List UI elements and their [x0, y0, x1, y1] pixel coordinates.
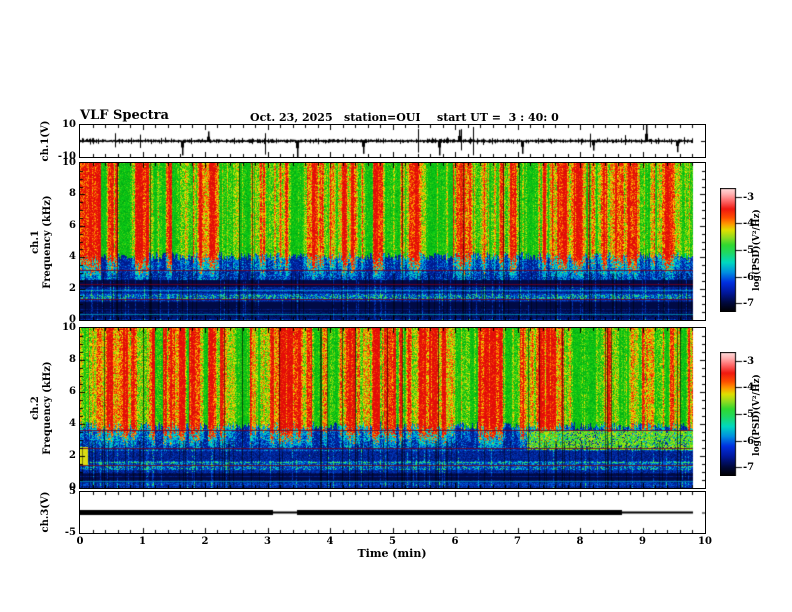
ch2-spec-tick-label: 2 — [69, 450, 76, 461]
colorbar-tick-label: -5 — [743, 408, 755, 420]
time-axis-title: Time (min) — [357, 547, 427, 560]
ch2-spec-tick-label: 10 — [62, 322, 76, 333]
ch1-wave-axis-title: ch.1(V) — [40, 120, 51, 162]
ch3-axis-title: ch.3(V) — [40, 491, 51, 533]
ch2-spec-axis-title: ch.2 Frequency (kHz) — [30, 348, 54, 468]
colorbar-tick-label: -7 — [743, 461, 755, 473]
ch3-level-plot — [79, 491, 706, 534]
ch1-spec-axis-title-line1: ch.1 — [30, 230, 41, 254]
header-date: Oct. 23, 2025 — [250, 111, 333, 124]
colorbar-tick-label: -6 — [743, 435, 755, 447]
colorbar-tick-label: -3 — [743, 191, 755, 203]
time-tick-label: 0 — [76, 536, 84, 547]
header-station: station=OUI — [344, 111, 421, 124]
header-start-ut: start UT = 3 : 40: 0 — [437, 111, 559, 124]
ch1-colorbar — [720, 188, 744, 312]
ch1-spec-tick-label: 8 — [69, 188, 76, 200]
colorbar-tick-label: -7 — [743, 297, 755, 309]
ch3-tick-label: 5 — [69, 486, 76, 497]
ch2-spec-tick-label: 6 — [69, 386, 76, 397]
ch2-colorbar — [720, 352, 744, 476]
ch2-spec-axis-title-line1: ch.2 — [30, 396, 41, 420]
ch2-spec-tick-label: 0 — [69, 482, 76, 493]
time-tick-label: 9 — [639, 536, 646, 547]
time-tick-label: 3 — [264, 536, 271, 547]
ch1-spectrogram-plot — [79, 162, 706, 321]
ch2-spectrogram-plot — [79, 327, 706, 489]
ch2-spec-tick-label: 8 — [69, 354, 76, 365]
colorbar-tick-label: -5 — [743, 244, 755, 256]
ch1-wave-tick-label: -10 — [57, 151, 76, 162]
page-title: VLF Spectra — [80, 108, 169, 123]
colorbar-tick-label: -3 — [743, 355, 755, 367]
ch1-spec-tick-label: 4 — [69, 251, 76, 263]
ch1-spec-tick-label: 2 — [69, 282, 76, 294]
ch2-spec-tick-label: 4 — [69, 418, 76, 429]
time-tick-label: 8 — [576, 536, 584, 547]
ch1-spec-tick-label: 0 — [69, 314, 76, 325]
colorbar-tick-label: -4 — [743, 381, 755, 393]
time-tick-label: 2 — [201, 536, 209, 547]
time-tick-label: 4 — [326, 536, 334, 547]
ch1-wave-tick-label: 10 — [62, 119, 76, 130]
ch3-tick-label: -5 — [64, 527, 76, 538]
ch1-spec-tick-label: 10 — [62, 157, 76, 168]
time-tick-label: 1 — [139, 536, 146, 547]
ch1-waveform-plot — [79, 124, 706, 158]
time-tick-label: 10 — [698, 536, 712, 547]
ch1-spec-tick-label: 6 — [69, 219, 76, 231]
time-tick-label: 6 — [451, 536, 459, 547]
colorbar-tick-label: -4 — [743, 217, 755, 229]
time-tick-label: 5 — [389, 536, 396, 547]
colorbar-tick-label: -6 — [743, 271, 755, 283]
time-tick-label: 7 — [514, 536, 521, 547]
ch1-spec-axis-title: ch.1 Frequency (kHz) — [30, 182, 54, 302]
